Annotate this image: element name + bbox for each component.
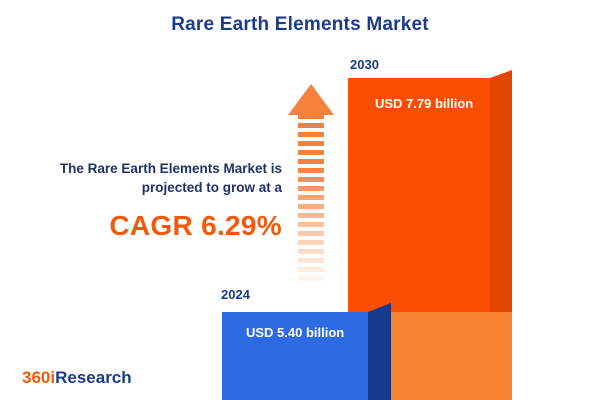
logo-prefix: 360i	[22, 368, 56, 387]
cagr-value: CAGR 6.29%	[109, 209, 282, 241]
logo-suffix: Research	[55, 368, 132, 387]
promo-text: The Rare Earth Elements Market is projec…	[20, 160, 282, 245]
value-label-2030: USD 7.79 billion	[375, 96, 474, 111]
promo-line-2: projected to grow at a	[141, 179, 282, 195]
promo-line-1: The Rare Earth Elements Market is	[59, 161, 282, 176]
category-label-2030: 2030	[350, 57, 379, 72]
growth-arrow-body	[298, 114, 324, 284]
brand-logo: 360iResearch	[22, 368, 132, 388]
value-label-2024: USD 5.40 billion	[246, 325, 345, 340]
page-title: Rare Earth Elements Market	[171, 14, 429, 35]
growth-arrow-icon	[288, 84, 334, 115]
category-label-2024: 2024	[221, 287, 250, 302]
bar-2024-side	[368, 303, 391, 400]
bar-2024-front	[222, 312, 368, 400]
